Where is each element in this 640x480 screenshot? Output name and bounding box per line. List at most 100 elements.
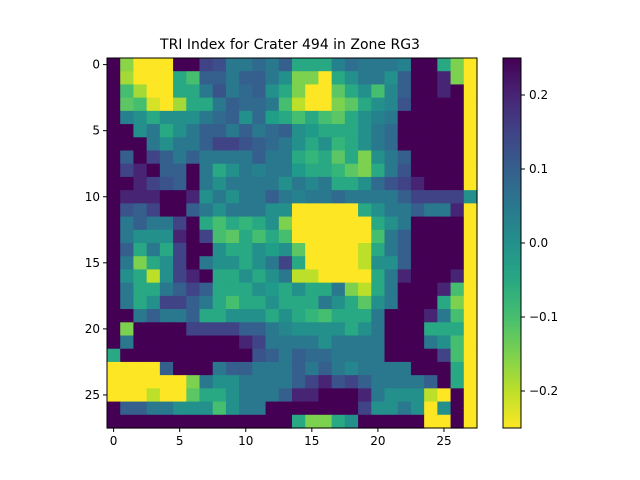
heatmap-cell xyxy=(265,282,280,297)
heatmap-cell xyxy=(450,176,465,191)
heatmap-cell xyxy=(252,110,267,125)
heatmap-cell xyxy=(397,84,412,99)
heatmap-cell xyxy=(199,71,214,86)
heatmap-cell xyxy=(265,361,280,376)
heatmap-cell xyxy=(239,137,253,152)
heatmap-cell xyxy=(133,97,148,112)
heatmap-cell xyxy=(239,388,253,403)
heatmap-cell xyxy=(186,137,201,152)
heatmap-cell xyxy=(146,216,161,231)
heatmap-cell xyxy=(120,295,135,310)
heatmap-cell xyxy=(159,137,174,152)
heatmap-cell xyxy=(463,150,478,165)
heatmap-cell xyxy=(331,216,346,231)
heatmap-cell xyxy=(305,216,320,231)
heatmap-cell xyxy=(331,361,346,376)
heatmap-cell xyxy=(146,335,161,350)
heatmap-cell xyxy=(186,110,201,125)
heatmap-cell xyxy=(450,190,465,204)
heatmap-cell xyxy=(358,203,372,218)
heatmap-cell xyxy=(107,401,121,416)
heatmap-cell xyxy=(133,401,148,416)
heatmap-cell xyxy=(437,71,452,86)
heatmap-cell xyxy=(410,97,425,112)
heatmap-cell xyxy=(239,229,253,244)
heatmap-cell xyxy=(344,361,359,376)
heatmap-cell xyxy=(133,243,148,257)
heatmap-cell xyxy=(225,269,240,284)
heatmap-cell xyxy=(437,401,452,416)
heatmap-cell xyxy=(133,203,148,218)
heatmap-cell xyxy=(107,229,121,244)
colorbar-tick-label: 0.1 xyxy=(529,162,548,176)
heatmap-cell xyxy=(358,269,372,284)
heatmap-cell xyxy=(384,348,399,363)
heatmap-cell xyxy=(384,84,399,99)
heatmap-cell xyxy=(424,150,438,165)
heatmap-cell xyxy=(397,71,412,86)
heatmap-cell xyxy=(344,414,359,429)
heatmap-cell xyxy=(424,124,438,138)
heatmap-cell xyxy=(292,388,306,403)
heatmap-cell xyxy=(252,124,267,138)
heatmap-cell xyxy=(107,322,121,337)
heatmap-cell xyxy=(318,176,333,191)
y-tick-label: 5 xyxy=(92,124,100,138)
heatmap-cell xyxy=(463,361,478,376)
heatmap-cell xyxy=(173,322,187,337)
heatmap-cell xyxy=(463,190,478,204)
heatmap-cell xyxy=(265,414,280,429)
heatmap-cell xyxy=(212,71,227,86)
heatmap-cell xyxy=(450,282,465,297)
heatmap-cell xyxy=(107,190,121,204)
heatmap-cell xyxy=(120,375,135,389)
heatmap-cell xyxy=(344,375,359,389)
y-tick-label: 10 xyxy=(85,190,100,204)
heatmap-cell xyxy=(450,256,465,271)
heatmap-cell xyxy=(292,256,306,271)
heatmap-cell xyxy=(225,243,240,257)
heatmap-cell xyxy=(225,58,240,72)
heatmap-cell xyxy=(292,71,306,86)
heatmap-cell xyxy=(252,71,267,86)
heatmap-cell xyxy=(199,269,214,284)
heatmap-cell xyxy=(278,97,293,112)
heatmap-cell xyxy=(239,243,253,257)
heatmap-cell xyxy=(450,375,465,389)
heatmap-cell xyxy=(384,176,399,191)
heatmap-cell xyxy=(463,269,478,284)
heatmap-cell xyxy=(239,203,253,218)
heatmap-cell xyxy=(133,176,148,191)
heatmap-cell xyxy=(107,295,121,310)
heatmap-cell xyxy=(318,163,333,178)
heatmap-cell xyxy=(199,176,214,191)
heatmap-cell xyxy=(265,190,280,204)
heatmap-cell xyxy=(318,375,333,389)
heatmap-cell xyxy=(305,229,320,244)
heatmap-cell xyxy=(358,216,372,231)
heatmap-cell xyxy=(437,216,452,231)
heatmap-cell xyxy=(463,84,478,99)
heatmap-cell xyxy=(292,229,306,244)
heatmap-cell xyxy=(305,309,320,323)
heatmap-cell xyxy=(344,256,359,271)
plot-frame xyxy=(106,57,478,429)
heatmap-cell xyxy=(186,190,201,204)
heatmap-cell xyxy=(305,269,320,284)
heatmap-cell xyxy=(212,84,227,99)
heatmap-cell xyxy=(186,322,201,337)
heatmap-cell xyxy=(186,375,201,389)
heatmap-cell xyxy=(186,176,201,191)
colorbar-tick-label: −0.2 xyxy=(529,384,558,398)
heatmap-cell xyxy=(252,203,267,218)
heatmap-cell xyxy=(292,414,306,429)
heatmap-cell xyxy=(410,361,425,376)
heatmap-cell xyxy=(371,269,386,284)
heatmap-cell xyxy=(159,110,174,125)
heatmap-cell xyxy=(239,84,253,99)
heatmap-cell xyxy=(344,190,359,204)
heatmap-cell xyxy=(107,269,121,284)
heatmap-cell xyxy=(292,282,306,297)
heatmap-cell xyxy=(331,388,346,403)
heatmap-cell xyxy=(252,163,267,178)
